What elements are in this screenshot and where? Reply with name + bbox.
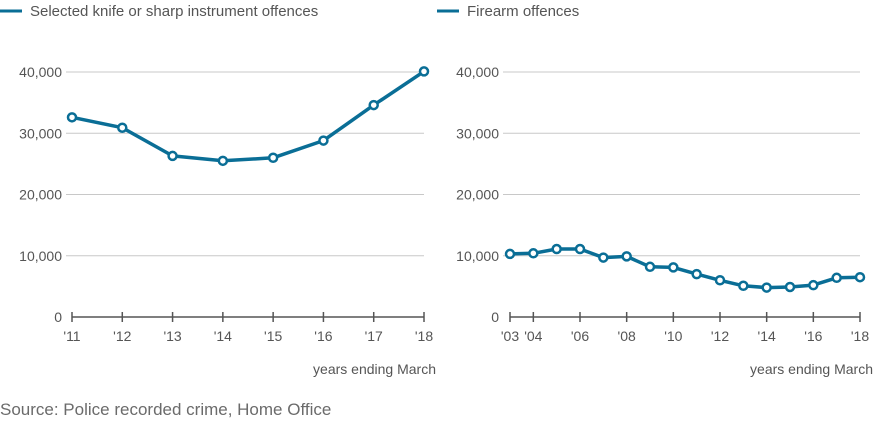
y-tick-label: 30,000 xyxy=(19,125,62,141)
data-point xyxy=(808,279,819,291)
data-point xyxy=(167,150,178,162)
x-tick-label: '16 xyxy=(314,328,332,344)
series-line xyxy=(508,247,862,290)
x-tick-label: '12 xyxy=(711,328,729,344)
data-point xyxy=(66,112,78,123)
y-tick-label: 40,000 xyxy=(19,64,62,80)
data-point xyxy=(831,272,842,284)
data-point xyxy=(267,152,279,163)
data-point xyxy=(738,280,749,292)
y-tick-label: 20,000 xyxy=(19,187,62,203)
series-line xyxy=(70,69,426,163)
x-tick-label: '10 xyxy=(664,328,682,344)
y-tick-label: 0 xyxy=(491,309,499,325)
x-tick-label: '18 xyxy=(415,328,433,344)
data-point xyxy=(621,251,632,262)
data-point xyxy=(117,122,128,133)
y-tick-label: 0 xyxy=(54,309,62,325)
x-axis-title: years ending March xyxy=(313,361,436,377)
y-tick-label: 10,000 xyxy=(19,248,62,264)
x-tick-label: '11 xyxy=(63,328,80,344)
x-tick-label: '06 xyxy=(571,328,589,344)
y-tick-label: 40,000 xyxy=(456,64,499,80)
x-tick-label: '15 xyxy=(264,328,282,344)
data-point xyxy=(784,281,796,293)
x-tick-label: '04 xyxy=(524,328,542,344)
data-point xyxy=(668,262,679,273)
data-point xyxy=(528,248,539,259)
y-tick-label: 10,000 xyxy=(456,248,499,264)
x-tick-label: '16 xyxy=(804,328,822,344)
x-tick-label: '03 xyxy=(501,328,519,344)
x-tick-label: '14 xyxy=(214,328,232,344)
data-point xyxy=(574,243,586,255)
y-tick-label: 20,000 xyxy=(456,187,499,203)
x-tick-label: '12 xyxy=(113,328,131,344)
data-point xyxy=(551,243,562,255)
x-axis-title: years ending March xyxy=(750,361,873,377)
data-point xyxy=(854,271,866,283)
data-point xyxy=(644,261,656,273)
data-point xyxy=(318,135,329,146)
data-point xyxy=(598,252,609,263)
x-tick-label: '17 xyxy=(365,328,383,344)
chart-panel-2: Firearm offences 0 10,000 20,000 30,000 40,00… xyxy=(437,3,873,377)
source-note: Source: Police recorded crime, Home Offi… xyxy=(0,400,332,419)
x-tick-label: '13 xyxy=(163,328,181,344)
legend-label: Firearm offences xyxy=(467,3,579,20)
x-tick-label: '18 xyxy=(851,328,869,344)
x-tick-label: '08 xyxy=(618,328,636,344)
data-point xyxy=(714,275,726,286)
data-point xyxy=(504,248,516,260)
data-point xyxy=(761,282,772,293)
x-tick-label: '14 xyxy=(758,328,776,344)
y-tick-label: 30,000 xyxy=(456,125,499,141)
legend-label: Selected knife or sharp instrument offen… xyxy=(30,3,318,20)
data-point xyxy=(368,99,379,111)
data-point xyxy=(217,155,229,167)
data-point xyxy=(691,268,702,280)
chart-panel-1: Selected knife or sharp instrument offen… xyxy=(0,3,436,377)
data-point xyxy=(418,66,430,77)
